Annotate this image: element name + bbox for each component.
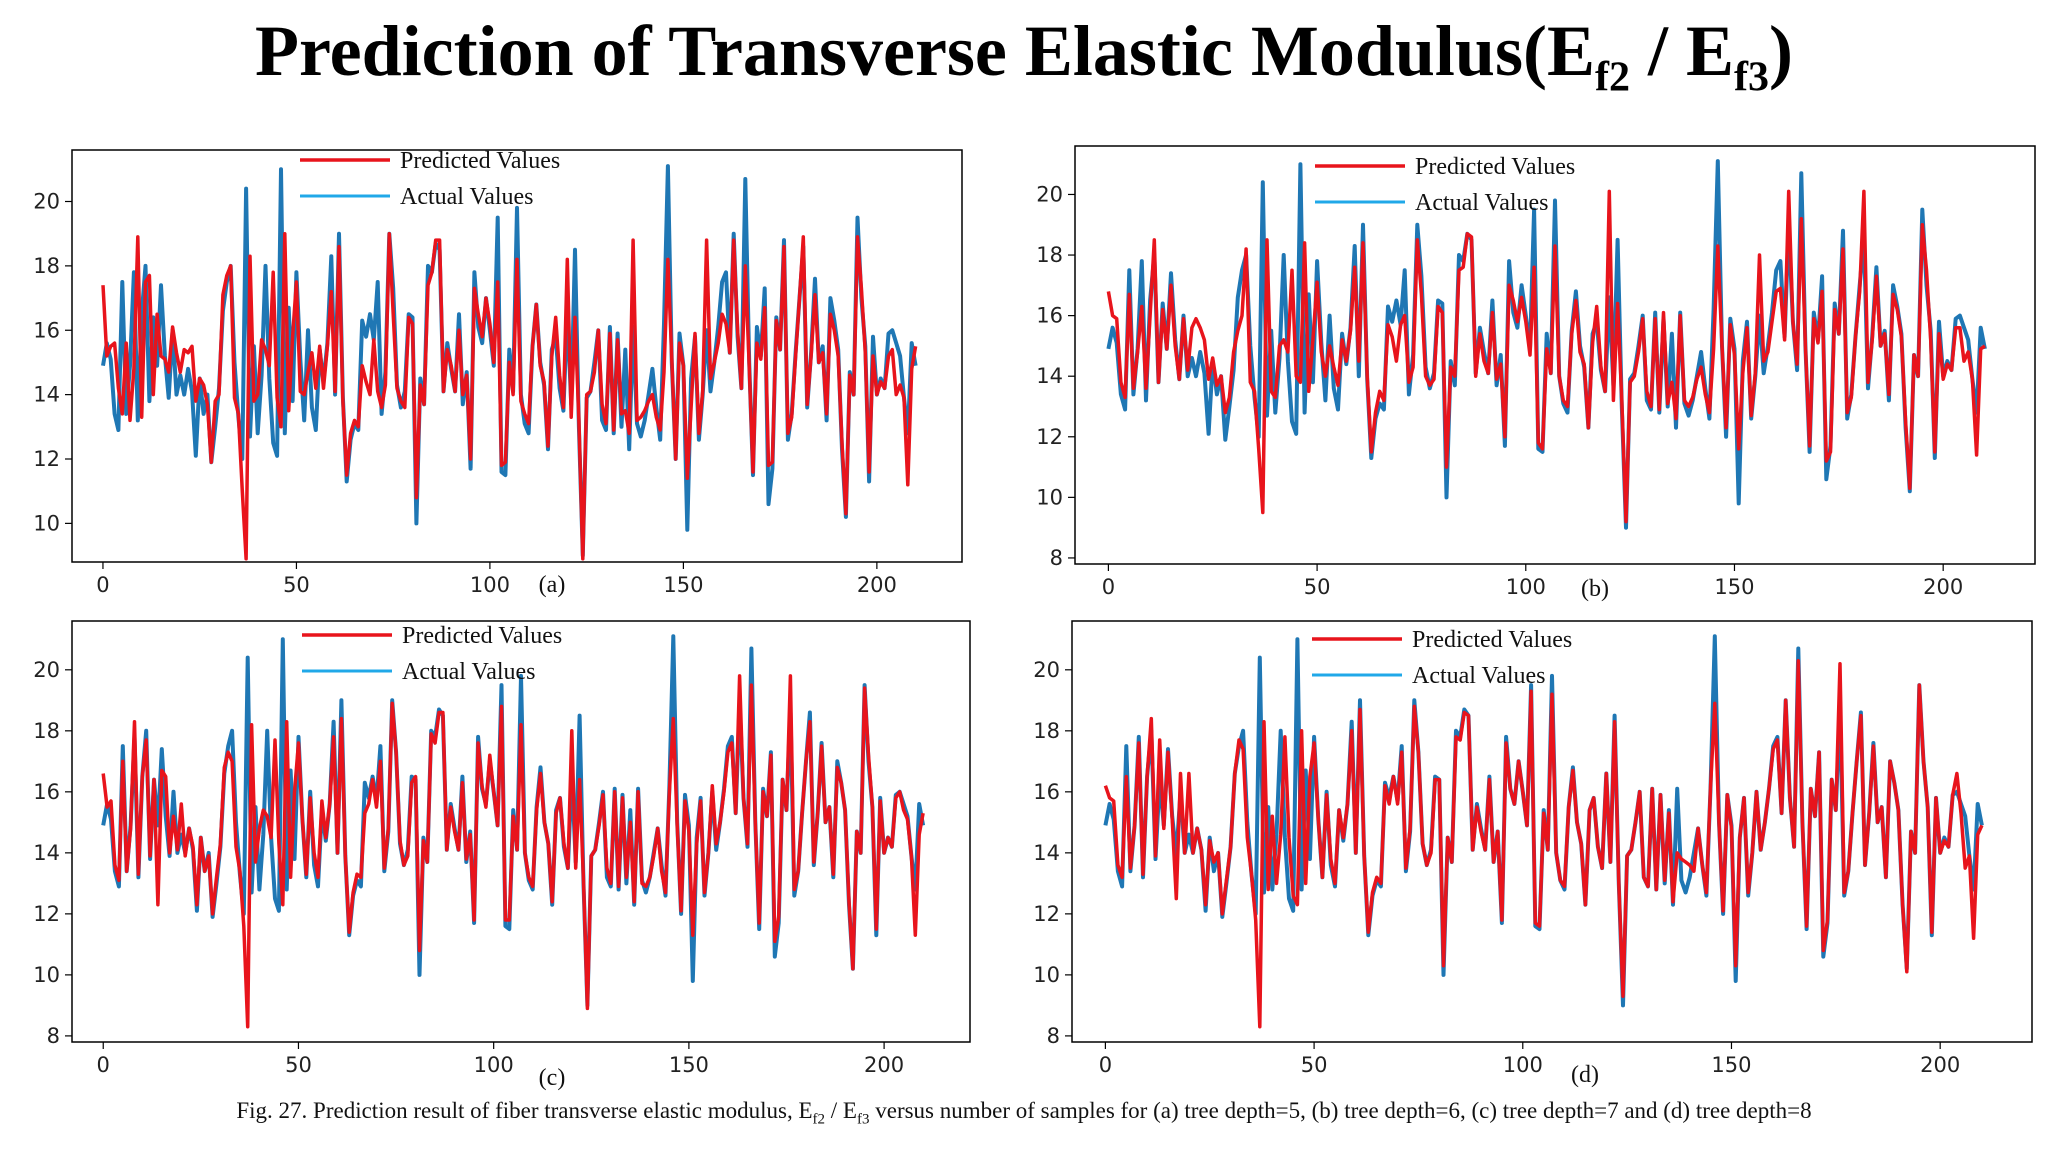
- chart-panel-d: 8 10 12 14 16 18 20 0 50 100 150 200 Predicted Value…: [1000, 615, 2040, 1095]
- x-tick-label: 200: [1923, 575, 1963, 599]
- panel-label-c: (c): [539, 1065, 566, 1091]
- title-sub-f2: f2: [1594, 54, 1630, 101]
- title-prefix: Prediction of Transverse Elastic Modulus…: [255, 11, 1595, 91]
- x-tick-label: 100: [1503, 1053, 1543, 1077]
- legend-predicted-label: Predicted Values: [1412, 627, 1572, 653]
- x-tick-label: 200: [864, 1053, 904, 1077]
- predicted-values-line: [1103, 658, 1984, 1029]
- y-tick-label: 20: [1036, 182, 1063, 206]
- y-tick-label: 12: [33, 447, 60, 471]
- caption-sub-f3: f3: [856, 1111, 870, 1128]
- legend-actual-label: Actual Values: [1415, 190, 1549, 216]
- caption-sub-f2: f2: [812, 1111, 826, 1128]
- panel-label-d: (d): [1571, 1062, 1599, 1088]
- y-tick-label: 16: [1033, 780, 1060, 804]
- title-sub-f3: f3: [1734, 54, 1770, 101]
- panel-label-a: (a): [539, 572, 566, 598]
- y-tick-label: 10: [1033, 963, 1060, 987]
- y-tick-label: 14: [33, 383, 60, 407]
- legend-predicted-label: Predicted Values: [402, 623, 562, 649]
- legend-predicted-label: Predicted Values: [400, 148, 560, 174]
- title-mid: / E: [1629, 11, 1735, 91]
- figure-caption: Fig. 27. Prediction result of fiber tran…: [0, 1098, 2048, 1129]
- y-tick-label: 10: [33, 511, 60, 535]
- legend-predicted-label: Predicted Values: [1415, 154, 1575, 180]
- chart-panel-c: 8 10 12 14 16 18 20 0 50 100 150 200 Predicted Value…: [0, 615, 980, 1095]
- x-tick-label: 150: [1714, 575, 1754, 599]
- y-tick-label: 20: [1033, 658, 1060, 682]
- page-title: Prediction of Transverse Elastic Modulus…: [0, 8, 2048, 103]
- x-tick-label: 200: [857, 573, 897, 597]
- x-tick-label: 50: [283, 573, 310, 597]
- y-tick-label: 16: [1036, 304, 1063, 328]
- x-tick-label: 0: [1102, 575, 1115, 599]
- panel-label-b: (b): [1581, 576, 1609, 602]
- x-tick-label: 100: [474, 1053, 514, 1077]
- legend-actual-label: Actual Values: [402, 659, 536, 685]
- caption-mid: / E: [825, 1098, 857, 1123]
- x-tick-label: 0: [1099, 1053, 1112, 1077]
- y-tick-label: 8: [47, 1024, 60, 1048]
- y-tick-label: 14: [1036, 364, 1063, 388]
- predicted-values-line: [101, 231, 918, 561]
- y-tick-label: 14: [1033, 841, 1060, 865]
- y-tick-label: 18: [33, 254, 60, 278]
- x-tick-label: 0: [96, 573, 109, 597]
- predicted-values-line: [101, 674, 925, 1029]
- y-tick-label: 18: [1036, 243, 1063, 267]
- x-tick-label: 150: [663, 573, 703, 597]
- y-tick-label: 10: [33, 963, 60, 987]
- y-tick-label: 18: [33, 719, 60, 743]
- y-tick-label: 16: [33, 318, 60, 342]
- x-tick-label: 50: [285, 1053, 312, 1077]
- legend-actual-label: Actual Values: [400, 184, 534, 210]
- chart-panel-a: 10 12 14 16 18 20 0 50 100 150 200 Predicted Values…: [0, 140, 980, 610]
- x-tick-label: 150: [1711, 1053, 1751, 1077]
- legend-actual-label: Actual Values: [1412, 663, 1546, 689]
- chart-panel-b: 8 10 12 14 16 18 20 0 50 100 150 200 Predicted Value…: [1000, 140, 2040, 610]
- y-tick-label: 8: [1047, 1024, 1060, 1048]
- x-tick-label: 200: [1920, 1053, 1960, 1077]
- y-tick-label: 16: [33, 780, 60, 804]
- y-tick-label: 12: [1036, 425, 1063, 449]
- title-suffix: ): [1769, 11, 1793, 91]
- x-tick-label: 100: [1506, 575, 1546, 599]
- y-tick-label: 12: [33, 902, 60, 926]
- y-tick-label: 8: [1050, 546, 1063, 570]
- x-tick-label: 0: [97, 1053, 110, 1077]
- x-tick-label: 50: [1304, 575, 1331, 599]
- x-tick-label: 150: [669, 1053, 709, 1077]
- y-tick-label: 14: [33, 841, 60, 865]
- y-tick-label: 20: [33, 658, 60, 682]
- x-tick-label: 100: [470, 573, 510, 597]
- caption-suffix: versus number of samples for (a) tree de…: [869, 1098, 1812, 1123]
- x-tick-label: 50: [1301, 1053, 1328, 1077]
- y-tick-label: 12: [1033, 902, 1060, 926]
- predicted-values-line: [1106, 189, 1986, 524]
- caption-prefix: Fig. 27. Prediction result of fiber tran…: [236, 1098, 813, 1123]
- y-tick-label: 20: [33, 190, 60, 214]
- y-tick-label: 10: [1036, 485, 1063, 509]
- y-tick-label: 18: [1033, 719, 1060, 743]
